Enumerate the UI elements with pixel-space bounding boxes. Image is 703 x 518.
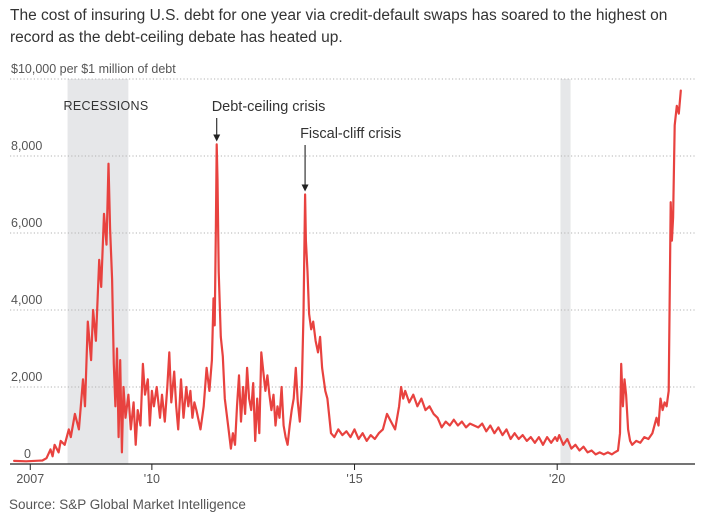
y-tick-label-8000: 8,000 bbox=[11, 139, 42, 153]
y-gridlines bbox=[10, 78, 695, 465]
recession-band-2 bbox=[560, 79, 571, 464]
x-tick-label-2007: 2007 bbox=[16, 472, 44, 486]
y-tick-labels: 0 2,000 4,000 6,000 8,000 $10,000 per $1 mill… bbox=[11, 62, 176, 461]
recessions-label: RECESSIONS bbox=[64, 99, 149, 113]
source-note: Source: S&P Global Market Intelligence bbox=[9, 497, 246, 512]
y-tick-label-2000: 2,000 bbox=[11, 370, 42, 384]
y-tick-label-0: 0 bbox=[24, 447, 31, 461]
x-tick-label-2020: '20 bbox=[549, 472, 565, 486]
annotation-arrowhead-fiscal-cliff-crisis bbox=[301, 184, 309, 192]
series-line-1 bbox=[13, 89, 682, 463]
series-layer bbox=[13, 89, 682, 463]
chart-title: The cost of insuring U.S. debt for one y… bbox=[10, 7, 668, 46]
annotation-arrowhead-debt-ceiling-crisis bbox=[213, 134, 221, 142]
annotations: Debt-ceiling crisis Fiscal-cliff crisis bbox=[212, 99, 401, 192]
y-tick-label-6000: 6,000 bbox=[11, 216, 42, 230]
x-tick-label-2010: '10 bbox=[144, 472, 160, 486]
annotation-fiscal-cliff-crisis: Fiscal-cliff crisis bbox=[300, 126, 401, 142]
y-tick-label-4000: 4,000 bbox=[11, 293, 42, 307]
x-tick-label-2015: '15 bbox=[346, 472, 362, 486]
x-axis-ticks: 2007 '10 '15 '20 bbox=[16, 464, 565, 486]
y-tick-label-10000: $10,000 per $1 million of debt bbox=[11, 62, 176, 76]
annotation-debt-ceiling-crisis: Debt-ceiling crisis bbox=[212, 99, 326, 115]
